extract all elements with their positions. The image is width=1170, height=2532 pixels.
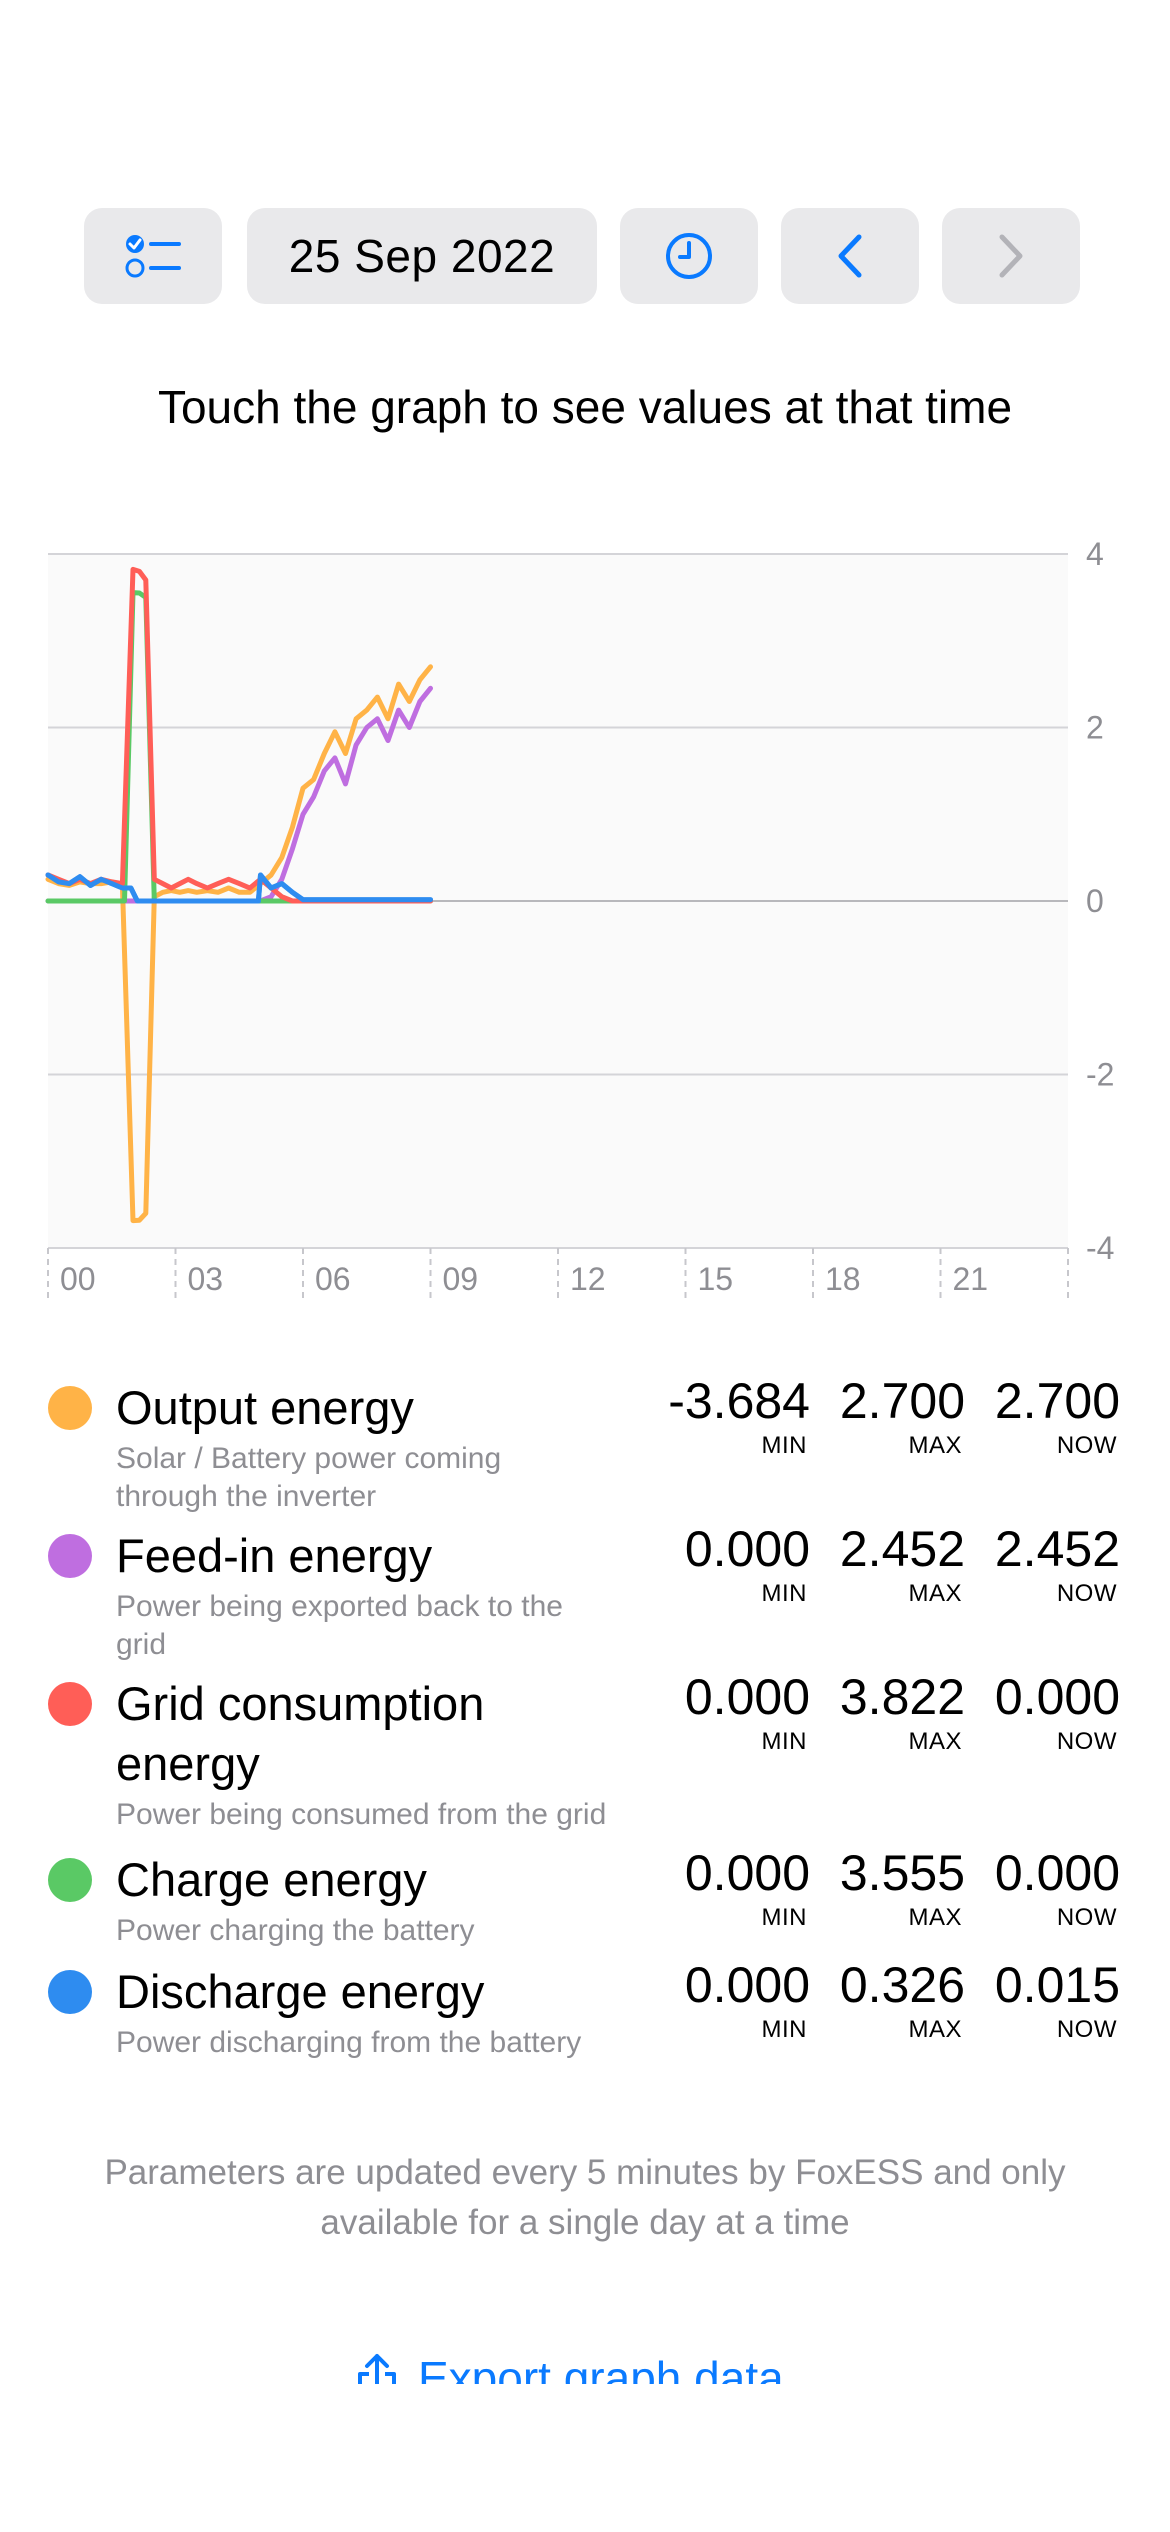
legend-row: Feed-in energy Power being exported back … (0, 1518, 1170, 1658)
series-max-value: 2.452 (795, 1520, 965, 1578)
time-button[interactable] (620, 208, 758, 304)
chart-grid (48, 554, 1068, 1300)
series-now-value: 2.452 (950, 1520, 1120, 1578)
x-tick-label: 00 (60, 1261, 96, 1297)
series-color-dot (48, 1970, 92, 2014)
checklist-icon (125, 232, 181, 280)
series-now-value: 0.000 (950, 1668, 1120, 1726)
series-min-value: 0.000 (640, 1668, 810, 1726)
x-tick-label: 06 (315, 1261, 351, 1297)
series-title: Discharge energy (116, 1962, 676, 2022)
series-now-caption: NOW (947, 1728, 1117, 1756)
x-tick-label: 09 (443, 1261, 479, 1297)
series-subtitle: Power charging the battery (116, 1912, 676, 1950)
series-min-caption: MIN (637, 1580, 807, 1608)
series-max-caption: MAX (792, 1432, 962, 1460)
series-max-caption: MAX (792, 1728, 962, 1756)
series-subtitle: Solar / Battery power coming through the… (116, 1440, 586, 1516)
date-picker-button[interactable]: 25 Sep 2022 (247, 208, 597, 304)
chevron-left-icon (835, 233, 865, 279)
series-now-caption: NOW (947, 2016, 1117, 2044)
series-now-value: 0.015 (950, 1956, 1120, 2014)
legend-row: Output energy Solar / Battery power comin… (0, 1370, 1170, 1510)
series-max-value: 3.822 (795, 1668, 965, 1726)
y-tick-label: -2 (1086, 1057, 1114, 1093)
series-max-caption: MAX (792, 1580, 962, 1608)
series-min-caption: MIN (637, 2016, 807, 2044)
series-title: Charge energy (116, 1850, 676, 1910)
toolbar: 25 Sep 2022 (0, 208, 1170, 306)
series-now-caption: NOW (947, 1904, 1117, 1932)
series-min-value: -3.684 (640, 1372, 810, 1430)
x-tick-label: 18 (825, 1261, 861, 1297)
export-button[interactable]: Export graph data (0, 2346, 1170, 2384)
y-tick-label: 0 (1086, 883, 1104, 919)
y-tick-label: -4 (1086, 1230, 1114, 1266)
footer-note: Parameters are updated every 5 minutes b… (60, 2148, 1110, 2248)
series-max-caption: MAX (792, 1904, 962, 1932)
series-color-dot (48, 1682, 92, 1726)
series-max-value: 3.555 (795, 1844, 965, 1902)
series-now-value: 0.000 (950, 1844, 1120, 1902)
share-icon (354, 2352, 400, 2384)
x-tick-label: 15 (698, 1261, 734, 1297)
series-now-value: 2.700 (950, 1372, 1120, 1430)
series-title: Grid consumption energy (116, 1674, 636, 1794)
legend-row: Discharge energy Power discharging from t… (0, 1954, 1170, 2094)
x-tick-label: 12 (570, 1261, 606, 1297)
series-max-value: 0.326 (795, 1956, 965, 2014)
next-day-button[interactable] (942, 208, 1080, 304)
energy-chart[interactable]: 4 2 0 -2 -4 00 03 06 09 12 15 18 21 (0, 540, 1170, 1300)
series-subtitle: Power discharging from the battery (116, 2024, 676, 2062)
series-min-value: 0.000 (640, 1956, 810, 2014)
series-color-dot (48, 1858, 92, 1902)
series-subtitle: Power being consumed from the grid (116, 1796, 676, 1834)
select-series-button[interactable] (84, 208, 222, 304)
series-max-caption: MAX (792, 2016, 962, 2044)
chevron-right-icon (996, 233, 1026, 279)
series-color-dot (48, 1386, 92, 1430)
series-min-caption: MIN (637, 1728, 807, 1756)
y-tick-label: 2 (1086, 710, 1104, 746)
series-min-caption: MIN (637, 1904, 807, 1932)
series-min-value: 0.000 (640, 1520, 810, 1578)
series-title: Output energy (116, 1378, 676, 1438)
series-min-caption: MIN (637, 1432, 807, 1460)
series-title: Feed-in energy (116, 1526, 676, 1586)
series-max-value: 2.700 (795, 1372, 965, 1430)
series-subtitle: Power being exported back to the grid (116, 1588, 586, 1664)
x-tick-label: 21 (953, 1261, 989, 1297)
y-tick-label: 4 (1086, 540, 1104, 572)
export-label: Export graph data (418, 2352, 784, 2384)
touch-hint: Touch the graph to see values at that ti… (0, 380, 1170, 434)
legend-row: Grid consumption energy Power being consu… (0, 1666, 1170, 1806)
x-tick-label: 03 (188, 1261, 224, 1297)
clock-icon (664, 231, 714, 281)
series-min-value: 0.000 (640, 1844, 810, 1902)
series-now-caption: NOW (947, 1432, 1117, 1460)
previous-day-button[interactable] (781, 208, 919, 304)
series-now-caption: NOW (947, 1580, 1117, 1608)
series-color-dot (48, 1534, 92, 1578)
